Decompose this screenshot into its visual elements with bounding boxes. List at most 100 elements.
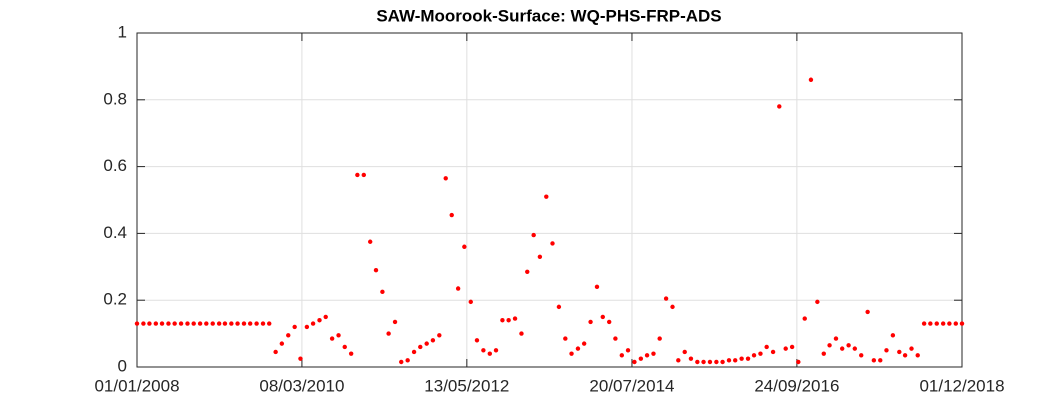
point	[411, 349, 417, 355]
point	[739, 356, 744, 361]
point	[632, 359, 637, 365]
point	[493, 348, 499, 353]
point	[619, 353, 625, 358]
point	[606, 319, 612, 325]
point	[670, 304, 675, 310]
y-tick-label: 0.2	[103, 290, 127, 309]
y-tick-label: 0.4	[103, 223, 127, 242]
point	[355, 172, 360, 178]
x-tick-label: 08/03/2010	[259, 376, 344, 395]
point	[644, 353, 650, 358]
point	[481, 348, 486, 353]
point	[707, 359, 713, 365]
point	[191, 321, 196, 326]
plot-area	[137, 33, 962, 367]
point	[525, 269, 530, 275]
point	[701, 359, 706, 365]
point	[878, 358, 883, 363]
point	[159, 321, 165, 326]
point	[676, 358, 681, 363]
point	[770, 349, 776, 355]
point	[292, 324, 297, 330]
point	[651, 351, 656, 356]
point	[317, 318, 322, 323]
point	[808, 77, 814, 82]
point	[342, 344, 347, 350]
point	[802, 316, 807, 321]
point	[594, 284, 600, 290]
point	[443, 176, 448, 181]
point	[197, 321, 203, 326]
point	[921, 321, 927, 326]
point	[418, 344, 423, 350]
point	[260, 321, 266, 326]
point	[839, 346, 845, 351]
point	[430, 338, 436, 343]
point	[141, 321, 146, 326]
point	[682, 349, 687, 355]
point	[216, 321, 222, 326]
point	[714, 359, 719, 365]
point	[348, 351, 354, 356]
point	[178, 321, 184, 326]
point	[405, 358, 410, 363]
point	[796, 359, 801, 365]
point	[185, 321, 190, 326]
point	[437, 333, 442, 338]
point	[588, 319, 593, 325]
point	[720, 359, 725, 365]
point	[519, 331, 524, 336]
point	[424, 341, 429, 346]
x-tick-label: 24/09/2016	[754, 376, 839, 395]
point	[657, 336, 662, 341]
point	[537, 254, 543, 259]
point	[210, 321, 215, 326]
point	[638, 356, 644, 361]
point	[663, 296, 669, 301]
point	[222, 321, 228, 326]
point	[323, 314, 328, 320]
point	[298, 356, 303, 361]
point	[241, 321, 247, 326]
point	[455, 286, 461, 291]
point	[361, 172, 366, 178]
point	[827, 343, 832, 348]
point	[556, 304, 562, 310]
x-tick-label: 01/12/2018	[919, 376, 1004, 395]
y-tick-label: 0.6	[103, 156, 127, 175]
point	[399, 359, 404, 365]
point	[852, 346, 858, 351]
point	[890, 333, 896, 338]
point	[777, 104, 782, 109]
point	[531, 232, 536, 238]
point	[959, 321, 965, 326]
x-tick-label: 20/07/2014	[589, 376, 674, 395]
point	[304, 324, 310, 330]
point	[915, 353, 920, 358]
point	[134, 321, 140, 326]
point	[373, 267, 379, 273]
point	[625, 348, 631, 353]
point	[909, 346, 914, 351]
point	[733, 358, 738, 363]
y-tick-label: 0.8	[103, 89, 127, 108]
point	[550, 241, 555, 246]
point	[745, 356, 751, 361]
point	[846, 343, 851, 348]
point	[512, 316, 518, 321]
point	[273, 349, 278, 355]
point	[940, 321, 946, 326]
point	[928, 321, 933, 326]
point	[235, 321, 240, 326]
point	[613, 336, 618, 341]
point	[726, 358, 732, 363]
point	[581, 341, 587, 346]
point	[934, 321, 939, 326]
point	[172, 321, 177, 326]
point	[153, 321, 159, 326]
x-tick-label: 13/05/2012	[424, 376, 509, 395]
point	[380, 289, 385, 295]
point	[600, 314, 605, 320]
point	[229, 321, 234, 326]
